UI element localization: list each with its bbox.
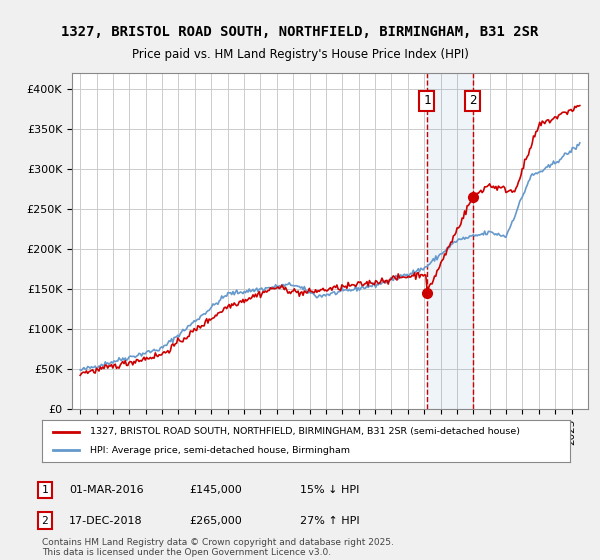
Text: 1: 1 (423, 94, 431, 108)
Text: 1327, BRISTOL ROAD SOUTH, NORTHFIELD, BIRMINGHAM, B31 2SR: 1327, BRISTOL ROAD SOUTH, NORTHFIELD, BI… (61, 25, 539, 39)
Text: Price paid vs. HM Land Registry's House Price Index (HPI): Price paid vs. HM Land Registry's House … (131, 48, 469, 60)
Text: 01-MAR-2016: 01-MAR-2016 (69, 485, 143, 495)
Text: 2: 2 (469, 94, 476, 108)
Text: 1327, BRISTOL ROAD SOUTH, NORTHFIELD, BIRMINGHAM, B31 2SR (semi-detached house): 1327, BRISTOL ROAD SOUTH, NORTHFIELD, BI… (89, 427, 520, 436)
Text: 17-DEC-2018: 17-DEC-2018 (69, 516, 143, 526)
Text: 1: 1 (41, 485, 49, 495)
Text: Contains HM Land Registry data © Crown copyright and database right 2025.
This d: Contains HM Land Registry data © Crown c… (42, 538, 394, 557)
Text: 2: 2 (41, 516, 49, 526)
Text: 15% ↓ HPI: 15% ↓ HPI (300, 485, 359, 495)
Bar (427, 73, 473, 409)
Text: £145,000: £145,000 (189, 485, 242, 495)
Text: 27% ↑ HPI: 27% ↑ HPI (300, 516, 359, 526)
Text: HPI: Average price, semi-detached house, Birmingham: HPI: Average price, semi-detached house,… (89, 446, 350, 455)
Text: £265,000: £265,000 (189, 516, 242, 526)
